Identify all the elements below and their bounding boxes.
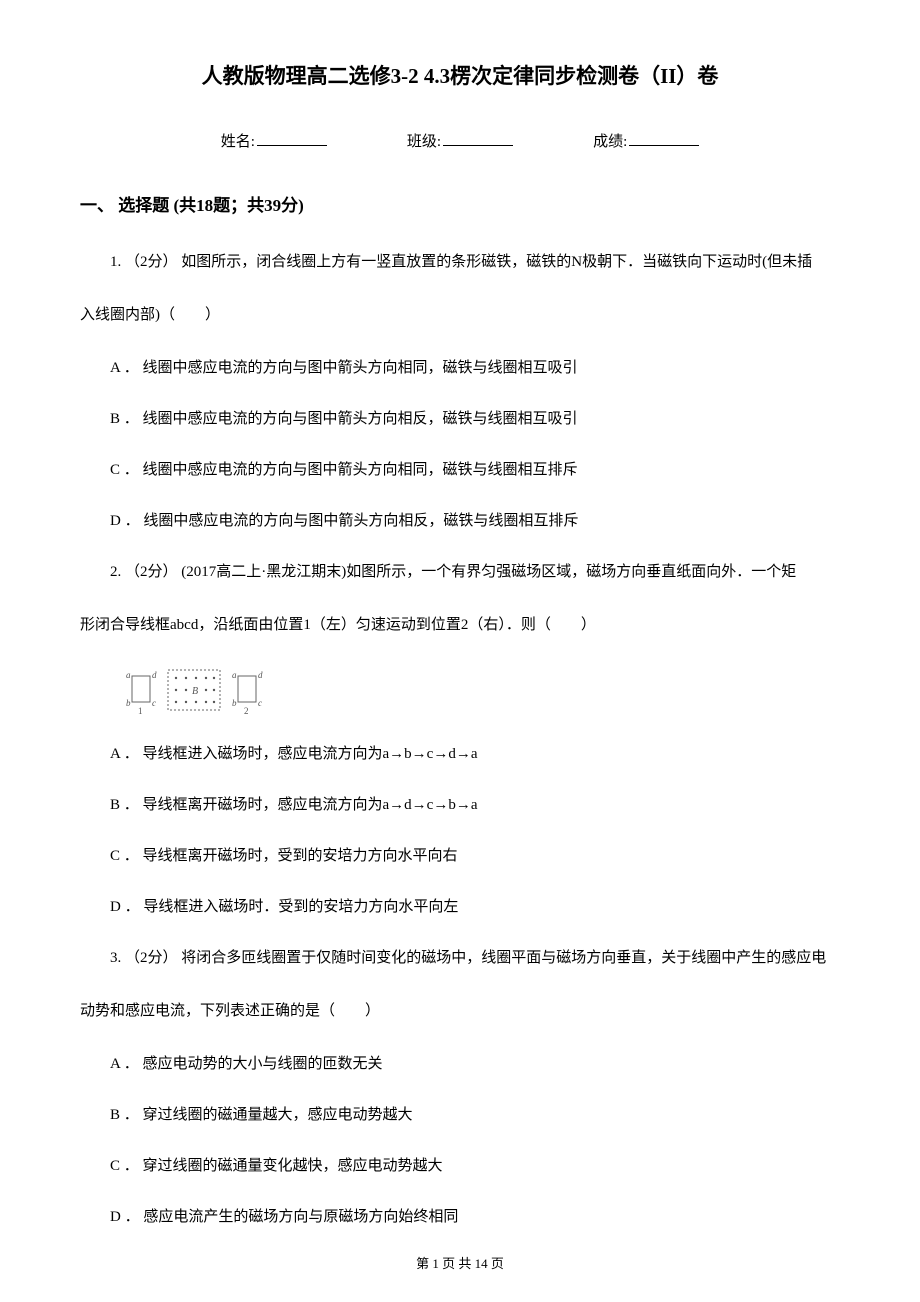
question-points: （2分） — [125, 564, 178, 580]
option-text: 感应电流产生的磁场方向与原磁场方向始终相同 — [143, 1209, 458, 1225]
option-label: C ． — [110, 462, 139, 478]
label-1: 1 — [138, 706, 143, 716]
option-d: D ． 导线框进入磁场时．受到的安培力方向水平向左 — [80, 891, 840, 924]
option-d: D ． 感应电流产生的磁场方向与原磁场方向始终相同 — [80, 1201, 840, 1234]
option-label: A ． — [110, 1056, 139, 1072]
option-label: B ． — [110, 1107, 139, 1123]
option-label: B ． — [110, 411, 139, 427]
question-stem-cont: 入线圈内部)（ ） — [80, 299, 840, 332]
question-1: 1. （2分） 如图所示，闭合线圈上方有一竖直放置的条形磁铁，磁铁的N极朝下．当… — [80, 246, 840, 538]
option-a: A ． 感应电动势的大小与线圈的匝数无关 — [80, 1048, 840, 1081]
score-label: 成绩: — [593, 130, 627, 151]
option-text: 穿过线圈的磁通量越大，感应电动势越大 — [143, 1107, 413, 1123]
option-text: 穿过线圈的磁通量变化越快，感应电动势越大 — [143, 1158, 443, 1174]
option-c: C ． 导线框离开磁场时，受到的安培力方向水平向右 — [80, 840, 840, 873]
form-row: 姓名: 班级: 成绩: — [80, 130, 840, 151]
label-c: c — [152, 698, 156, 708]
question-points: （2分） — [125, 254, 178, 270]
question-source: (2017高二上·黑龙江期末) — [181, 564, 346, 580]
option-text: 线圈中感应电流的方向与图中箭头方向相同，磁铁与线圈相互排斥 — [143, 462, 578, 478]
option-text: 导线框进入磁场时，感应电流方向为a→b→c→d→a — [143, 746, 478, 762]
option-text: 线圈中感应电流的方向与图中箭头方向相反，磁铁与线圈相互排斥 — [143, 513, 578, 529]
name-label: 姓名: — [221, 130, 255, 151]
option-c: C ． 线圈中感应电流的方向与图中箭头方向相同，磁铁与线圈相互排斥 — [80, 454, 840, 487]
label-d: d — [152, 670, 157, 680]
score-blank — [629, 145, 699, 146]
label-B: B — [192, 686, 198, 697]
section-header: 一、 选择题 (共18题；共39分) — [80, 191, 840, 216]
class-field: 班级: — [407, 130, 513, 151]
option-label: C ． — [110, 1158, 139, 1174]
class-blank — [443, 145, 513, 146]
option-text: 线圈中感应电流的方向与图中箭头方向相同，磁铁与线圈相互吸引 — [143, 360, 578, 376]
diagram-q2: a d b c 1 B a d b — [120, 662, 840, 718]
score-field: 成绩: — [593, 130, 699, 151]
name-field: 姓名: — [221, 130, 327, 151]
label-2: 2 — [244, 706, 249, 716]
question-number: 2. — [110, 564, 125, 580]
option-b: B ． 导线框离开磁场时，感应电流方向为a→d→c→b→a — [80, 789, 840, 822]
question-text-1: 如图所示，一个有界匀强磁场区域，磁场方向垂直纸面向外．一个矩 — [346, 564, 796, 580]
option-a: A ． 线圈中感应电流的方向与图中箭头方向相同，磁铁与线圈相互吸引 — [80, 352, 840, 385]
option-label: C ． — [110, 848, 139, 864]
label-c2: c — [258, 698, 262, 708]
option-d: D ． 线圈中感应电流的方向与图中箭头方向相反，磁铁与线圈相互排斥 — [80, 505, 840, 538]
question-text-1: 如图所示，闭合线圈上方有一竖直放置的条形磁铁，磁铁的N极朝下．当磁铁向下运动时(… — [178, 254, 813, 270]
option-label: B ． — [110, 797, 139, 813]
label-a: a — [126, 670, 131, 680]
name-blank — [257, 145, 327, 146]
option-label: D ． — [110, 1209, 140, 1225]
label-b: b — [126, 698, 131, 708]
option-label: D ． — [110, 513, 140, 529]
page-footer: 第 1 页 共 14 页 — [0, 1253, 920, 1272]
option-b: B ． 穿过线圈的磁通量越大，感应电动势越大 — [80, 1099, 840, 1132]
question-stem: 3. （2分） 将闭合多匝线圈置于仅随时间变化的磁场中，线圈平面与磁场方向垂直，… — [80, 942, 840, 975]
question-points: （2分） — [125, 950, 178, 966]
question-number: 3. — [110, 950, 125, 966]
question-number: 1. — [110, 254, 125, 270]
option-text: 导线框离开磁场时，受到的安培力方向水平向右 — [143, 848, 458, 864]
diagram-svg: a d b c 1 B a d b — [120, 662, 300, 718]
label-a2: a — [232, 670, 237, 680]
question-stem: 2. （2分） (2017高二上·黑龙江期末)如图所示，一个有界匀强磁场区域，磁… — [80, 556, 840, 589]
option-text: 导线框进入磁场时．受到的安培力方向水平向左 — [143, 899, 458, 915]
option-label: A ． — [110, 360, 139, 376]
question-stem: 1. （2分） 如图所示，闭合线圈上方有一竖直放置的条形磁铁，磁铁的N极朝下．当… — [80, 246, 840, 279]
option-label: A ． — [110, 746, 139, 762]
option-text: 导线框离开磁场时，感应电流方向为a→d→c→b→a — [143, 797, 478, 813]
option-text: 感应电动势的大小与线圈的匝数无关 — [143, 1056, 383, 1072]
question-stem-cont: 形闭合导线框abcd，沿纸面由位置1（左）匀速运动到位置2（右）．则（ ） — [80, 609, 840, 642]
label-d2: d — [258, 670, 263, 680]
document-title: 人教版物理高二选修3-2 4.3楞次定律同步检测卷（II）卷 — [80, 60, 840, 90]
question-stem-cont: 动势和感应电流，下列表述正确的是（ ） — [80, 995, 840, 1028]
option-b: B ． 线圈中感应电流的方向与图中箭头方向相反，磁铁与线圈相互吸引 — [80, 403, 840, 436]
option-label: D ． — [110, 899, 140, 915]
class-label: 班级: — [407, 130, 441, 151]
option-c: C ． 穿过线圈的磁通量变化越快，感应电动势越大 — [80, 1150, 840, 1183]
option-a: A ． 导线框进入磁场时，感应电流方向为a→b→c→d→a — [80, 738, 840, 771]
question-3: 3. （2分） 将闭合多匝线圈置于仅随时间变化的磁场中，线圈平面与磁场方向垂直，… — [80, 942, 840, 1234]
label-b2: b — [232, 698, 237, 708]
option-text: 线圈中感应电流的方向与图中箭头方向相反，磁铁与线圈相互吸引 — [143, 411, 578, 427]
question-text-1: 将闭合多匝线圈置于仅随时间变化的磁场中，线圈平面与磁场方向垂直，关于线圈中产生的… — [178, 950, 827, 966]
question-2: 2. （2分） (2017高二上·黑龙江期末)如图所示，一个有界匀强磁场区域，磁… — [80, 556, 840, 924]
